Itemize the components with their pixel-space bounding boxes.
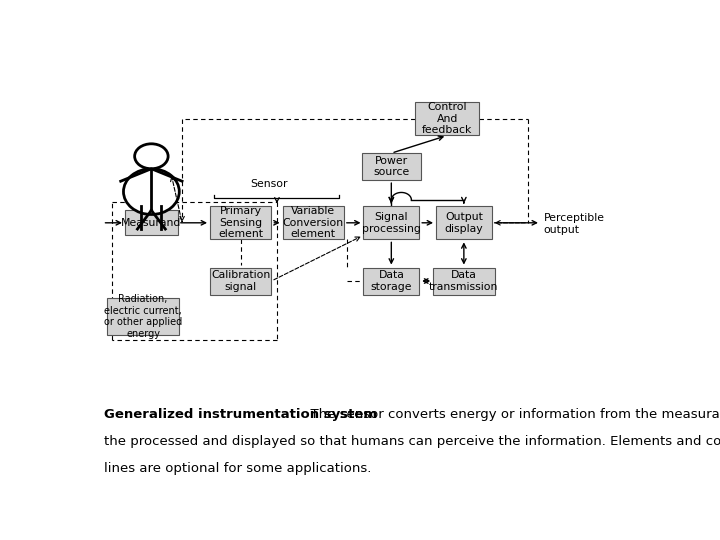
Bar: [282, 206, 344, 239]
Text: Output
display: Output display: [444, 212, 483, 234]
Bar: [433, 267, 495, 294]
Circle shape: [135, 144, 168, 168]
Text: lines are optional for some applications.: lines are optional for some applications…: [104, 462, 372, 475]
Text: Sensor: Sensor: [250, 179, 287, 188]
Text: Measurand: Measurand: [121, 218, 181, 228]
Text: The sensor converts energy or information from the measurand to another form (us: The sensor converts energy or informatio…: [302, 408, 720, 421]
Bar: [436, 206, 492, 239]
Text: Primary
Sensing
element: Primary Sensing element: [218, 206, 264, 239]
Bar: [364, 206, 419, 239]
Text: Power
source: Power source: [373, 156, 410, 178]
Text: Calibration
signal: Calibration signal: [211, 270, 270, 292]
Text: Data
transmission: Data transmission: [429, 270, 498, 292]
Bar: [364, 267, 419, 294]
Text: Data
storage: Data storage: [371, 270, 412, 292]
Text: output: output: [544, 225, 580, 235]
Text: Perceptible: Perceptible: [544, 213, 605, 223]
Text: Generalized instrumentation system: Generalized instrumentation system: [104, 408, 377, 421]
Bar: [210, 267, 271, 294]
Text: the processed and displayed so that humans can perceive the information. Element: the processed and displayed so that huma…: [104, 435, 720, 448]
Bar: [362, 153, 420, 180]
Text: Control
And
feedback: Control And feedback: [422, 102, 472, 136]
Bar: [415, 102, 480, 136]
Ellipse shape: [124, 168, 179, 214]
Bar: [210, 206, 271, 239]
Text: Radiation,
electric current,
or other applied
energy: Radiation, electric current, or other ap…: [104, 294, 182, 339]
Bar: [107, 298, 179, 335]
Text: Variable
Conversion
element: Variable Conversion element: [283, 206, 343, 239]
Text: Signal
processing: Signal processing: [362, 212, 420, 234]
Bar: [125, 211, 178, 235]
